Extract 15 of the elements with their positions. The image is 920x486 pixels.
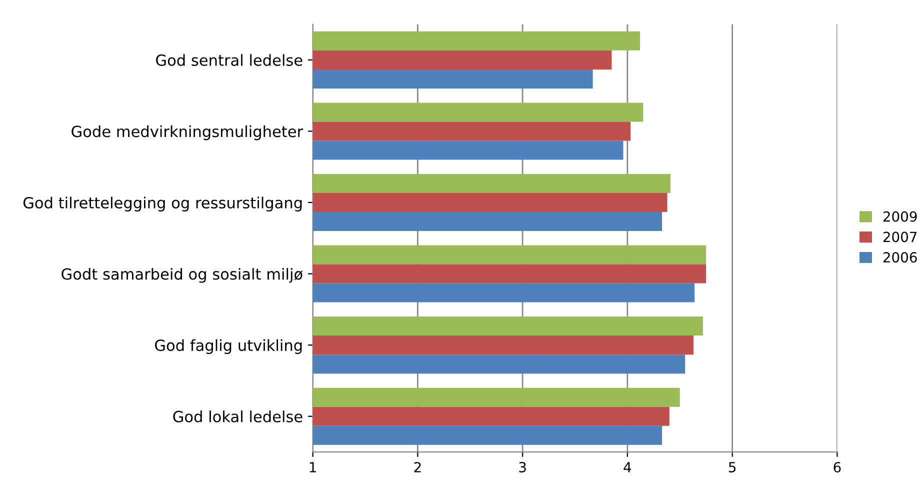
x-tick-label: 1: [310, 462, 316, 472]
legend-label: 2007: [883, 232, 917, 242]
y-tick-label: God faglig utvikling: [155, 339, 302, 354]
y-tick-label: Gode medvirkningsmuligheter: [72, 125, 304, 140]
x-tick-label: 5: [728, 462, 736, 472]
x-tick-label: 4: [624, 462, 632, 472]
x-tick-label: 2: [414, 462, 421, 472]
y-tick-label: God tilrettelegging og ressurstilgang: [23, 196, 302, 212]
legend-label: 2006: [883, 252, 917, 263]
y-tick-label: God lokal ledelse: [173, 410, 302, 422]
y-tick-label: God sentral ledelse: [156, 54, 302, 66]
legend-label: 2009: [883, 211, 917, 222]
x-tick-label: 6: [834, 462, 841, 472]
y-tick-label: Godt samarbeid og sosialt miljø: [62, 268, 303, 283]
x-tick-label: 3: [519, 462, 526, 472]
